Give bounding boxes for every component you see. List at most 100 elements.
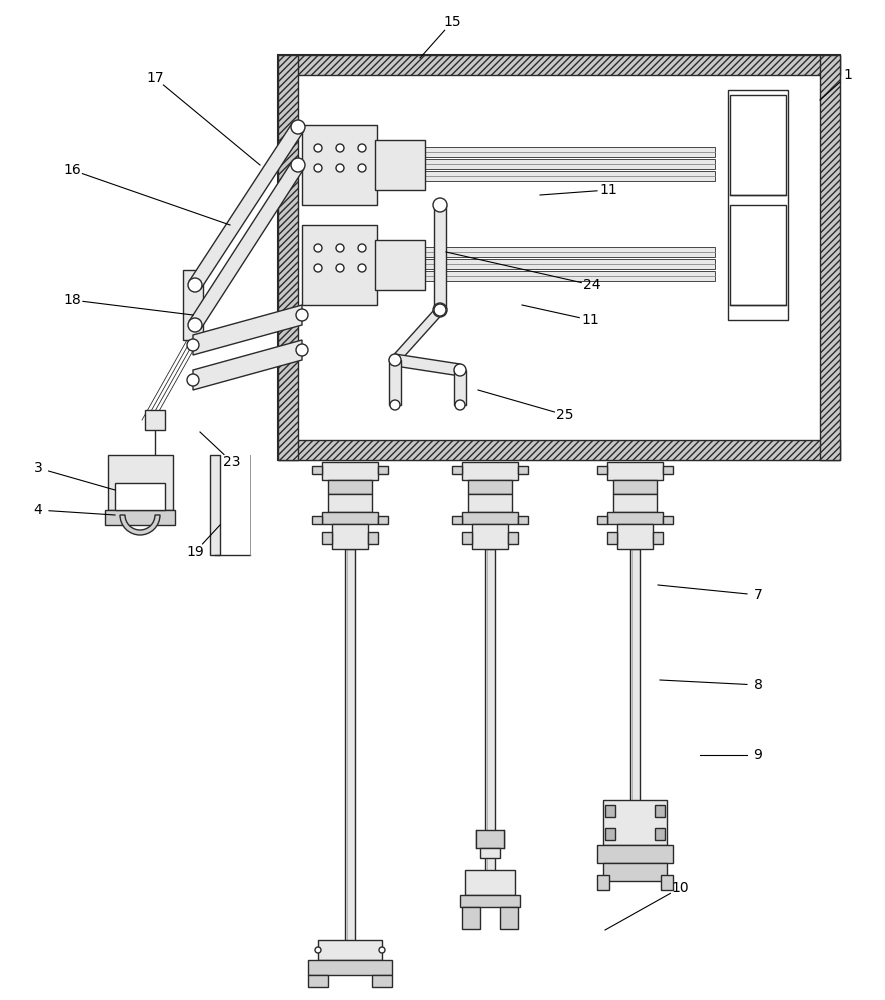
Bar bbox=[597, 516, 607, 524]
Bar bbox=[278, 55, 298, 460]
Bar bbox=[308, 960, 392, 975]
Bar bbox=[210, 455, 220, 555]
Polygon shape bbox=[454, 370, 466, 405]
Bar bbox=[425, 159, 715, 169]
Circle shape bbox=[433, 303, 447, 317]
Bar bbox=[603, 863, 667, 881]
Circle shape bbox=[358, 264, 366, 272]
Bar bbox=[332, 524, 368, 549]
Bar bbox=[312, 516, 322, 524]
Bar bbox=[425, 271, 715, 281]
Text: 23: 23 bbox=[223, 455, 241, 469]
Bar bbox=[607, 512, 663, 524]
Circle shape bbox=[188, 318, 202, 332]
Bar bbox=[462, 512, 518, 524]
Polygon shape bbox=[434, 205, 446, 310]
Bar bbox=[328, 480, 372, 494]
Bar bbox=[318, 940, 382, 960]
Text: 19: 19 bbox=[186, 545, 204, 559]
Bar bbox=[145, 410, 165, 430]
Circle shape bbox=[434, 304, 446, 316]
Text: 8: 8 bbox=[753, 678, 763, 692]
Circle shape bbox=[336, 244, 344, 252]
Bar bbox=[278, 55, 840, 460]
Circle shape bbox=[433, 198, 447, 212]
Text: 11: 11 bbox=[599, 183, 617, 197]
Bar bbox=[730, 205, 786, 305]
Text: 25: 25 bbox=[557, 408, 573, 422]
Bar bbox=[518, 516, 528, 524]
Circle shape bbox=[390, 400, 400, 410]
Polygon shape bbox=[389, 360, 401, 405]
Bar bbox=[655, 805, 665, 817]
Circle shape bbox=[314, 244, 322, 252]
Text: 18: 18 bbox=[63, 293, 81, 307]
Bar bbox=[312, 466, 322, 474]
Text: 15: 15 bbox=[443, 15, 461, 29]
Wedge shape bbox=[120, 515, 160, 535]
Circle shape bbox=[358, 144, 366, 152]
Text: 10: 10 bbox=[671, 881, 689, 895]
Text: 1: 1 bbox=[843, 68, 852, 82]
Bar bbox=[605, 805, 615, 817]
Bar bbox=[472, 524, 508, 549]
Bar bbox=[617, 524, 653, 549]
Polygon shape bbox=[389, 310, 446, 360]
Circle shape bbox=[187, 374, 199, 386]
Bar bbox=[452, 516, 462, 524]
Bar bbox=[655, 828, 665, 840]
Bar bbox=[322, 512, 378, 524]
Bar bbox=[462, 462, 518, 480]
Text: 16: 16 bbox=[63, 163, 81, 177]
Circle shape bbox=[188, 278, 202, 292]
Circle shape bbox=[454, 364, 466, 376]
Bar bbox=[378, 466, 388, 474]
Circle shape bbox=[314, 144, 322, 152]
Bar bbox=[468, 480, 512, 494]
Bar bbox=[368, 532, 378, 544]
Bar bbox=[378, 516, 388, 524]
Circle shape bbox=[358, 164, 366, 172]
Polygon shape bbox=[189, 161, 304, 329]
Circle shape bbox=[314, 164, 322, 172]
Circle shape bbox=[187, 339, 199, 351]
Bar bbox=[500, 907, 518, 929]
Polygon shape bbox=[189, 123, 304, 289]
Circle shape bbox=[315, 947, 321, 953]
Bar bbox=[425, 247, 715, 257]
Circle shape bbox=[336, 164, 344, 172]
Bar bbox=[278, 55, 840, 75]
Bar bbox=[183, 270, 203, 340]
Bar bbox=[468, 494, 512, 512]
Polygon shape bbox=[193, 305, 302, 355]
Circle shape bbox=[296, 344, 308, 356]
Circle shape bbox=[291, 158, 305, 172]
Text: 17: 17 bbox=[146, 71, 164, 85]
Bar bbox=[302, 225, 377, 305]
Bar bbox=[508, 532, 518, 544]
Text: 9: 9 bbox=[753, 748, 763, 762]
Bar bbox=[605, 828, 615, 840]
Bar bbox=[607, 532, 617, 544]
Bar bbox=[730, 95, 786, 195]
Circle shape bbox=[455, 400, 465, 410]
Bar bbox=[603, 800, 667, 845]
Circle shape bbox=[314, 264, 322, 272]
Text: 3: 3 bbox=[34, 461, 42, 475]
Bar bbox=[425, 259, 715, 269]
Circle shape bbox=[291, 120, 305, 134]
Bar bbox=[328, 494, 372, 512]
Bar bbox=[653, 532, 663, 544]
Bar bbox=[425, 147, 715, 157]
Bar bbox=[465, 870, 515, 895]
Bar bbox=[661, 875, 673, 890]
Bar bbox=[460, 895, 520, 907]
Bar bbox=[115, 483, 165, 510]
Bar bbox=[345, 549, 355, 955]
Bar bbox=[298, 75, 820, 440]
Text: 11: 11 bbox=[581, 313, 599, 327]
Bar bbox=[278, 440, 840, 460]
Polygon shape bbox=[395, 354, 460, 376]
Bar bbox=[308, 975, 328, 987]
Bar bbox=[105, 510, 175, 525]
